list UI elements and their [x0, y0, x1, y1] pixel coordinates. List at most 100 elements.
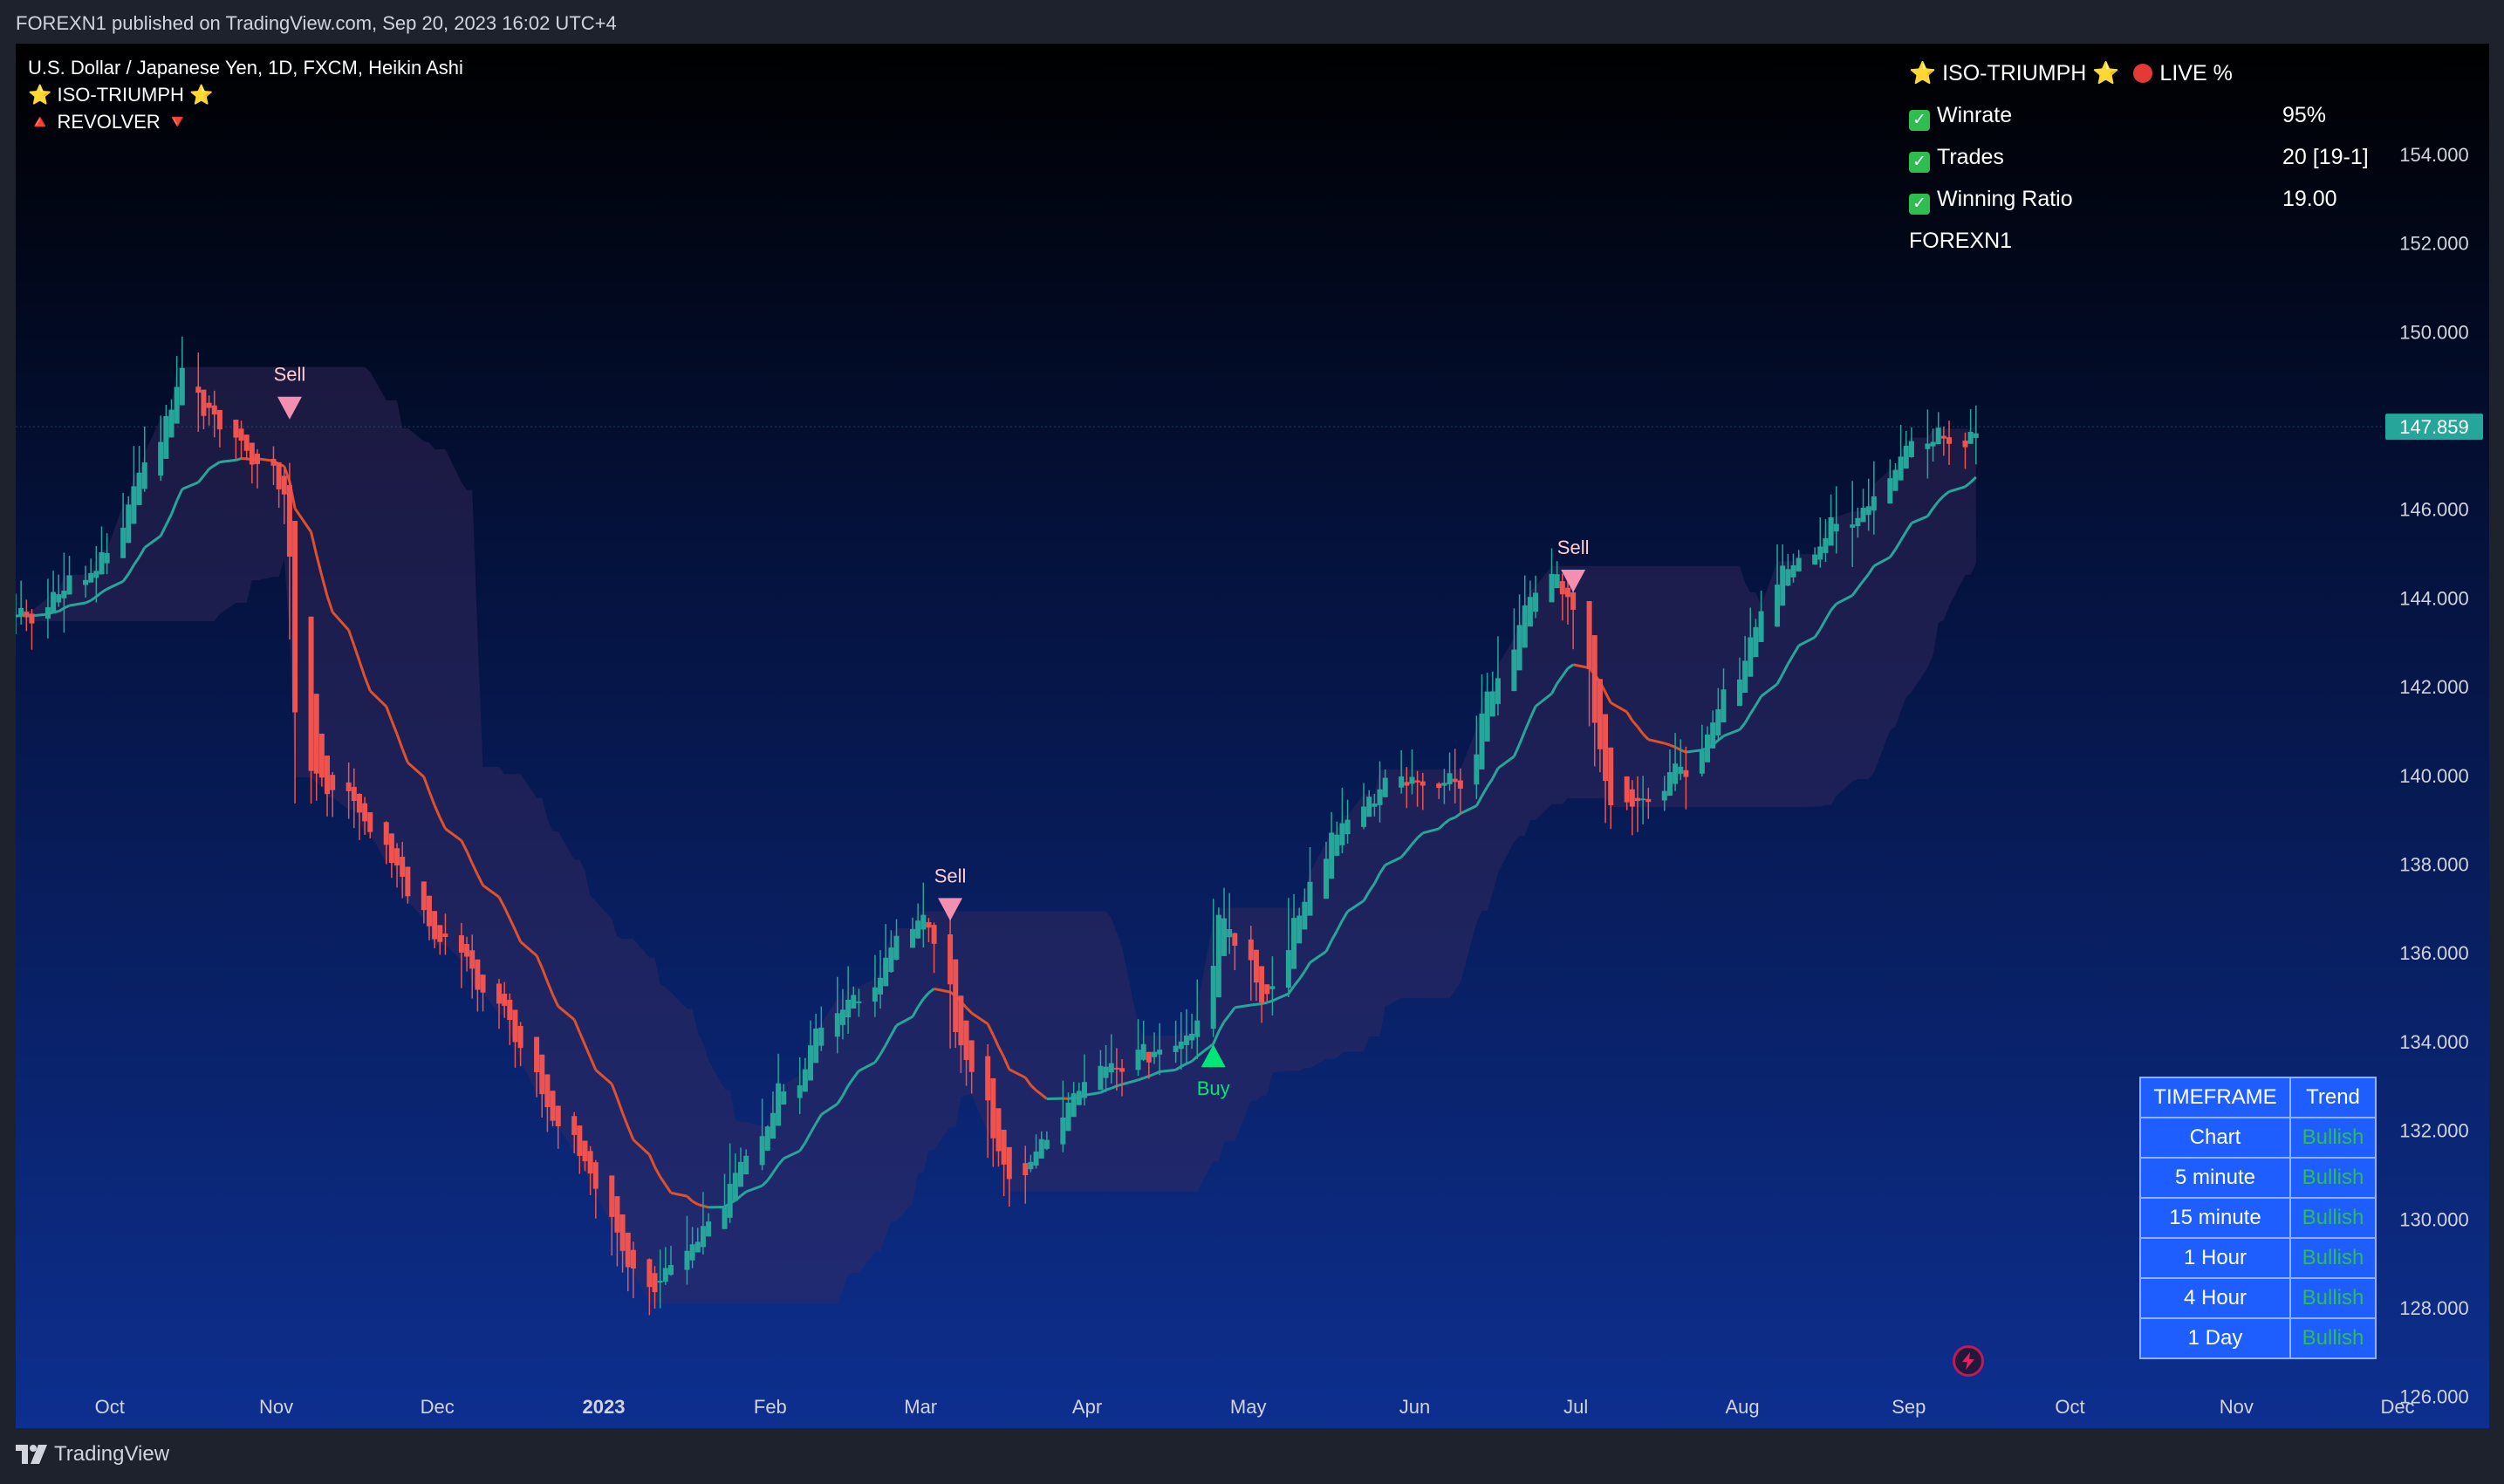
candle-body	[1113, 1067, 1119, 1070]
candle-body	[534, 1036, 540, 1073]
ema-segment	[1292, 978, 1301, 988]
ema-segment	[133, 556, 140, 566]
ema-segment	[1481, 786, 1488, 797]
candle-body	[667, 1264, 674, 1275]
candle-body	[1608, 747, 1614, 805]
ema-segment	[503, 906, 511, 920]
candle-body	[652, 1273, 658, 1293]
tradingview-logo[interactable]: TradingView	[16, 1442, 169, 1467]
ema-segment	[438, 817, 447, 830]
flash-icon[interactable]	[1953, 1345, 1984, 1377]
candle-body	[1404, 782, 1410, 786]
ema-segment	[1287, 985, 1296, 995]
candle-body	[619, 1214, 626, 1251]
candle-body	[432, 911, 438, 940]
ema-segment	[197, 475, 205, 483]
sell-label: Sell	[934, 865, 967, 886]
ema-segment	[1513, 743, 1521, 757]
ema-segment	[626, 1125, 635, 1141]
candle-body	[512, 1009, 518, 1043]
candle-body	[1081, 1082, 1087, 1098]
candle-body	[1946, 437, 1953, 444]
chart-legend: U.S. Dollar / Japanese Yen, 1D, FXCM, He…	[28, 54, 463, 135]
sell-label: Sell	[274, 364, 306, 386]
ema-segment	[702, 1204, 709, 1209]
ema-segment	[761, 1179, 769, 1187]
y-tick-label: 140.000	[2399, 765, 2469, 787]
candle-body	[1183, 1035, 1189, 1046]
ema-segment	[202, 468, 210, 477]
candle-body	[1108, 1063, 1114, 1073]
candle-body	[577, 1125, 583, 1156]
ema-segment	[771, 1164, 780, 1174]
candle-body	[1753, 626, 1759, 658]
candle-body	[1119, 1068, 1125, 1072]
ema-segment	[572, 1019, 581, 1033]
ema-segment	[1523, 717, 1532, 732]
candle-body	[995, 1108, 1002, 1152]
candle-body	[1372, 803, 1378, 807]
ema-segment	[1411, 837, 1419, 845]
ema-segment	[1261, 1001, 1268, 1006]
ema-segment	[745, 1184, 763, 1193]
candle-body	[1103, 1066, 1109, 1078]
footer-bar: TradingView	[0, 1428, 2504, 1484]
candle-body	[1597, 679, 1603, 749]
sell-arrow-icon	[277, 396, 302, 420]
ema-segment	[916, 998, 925, 1009]
ema-segment	[1636, 726, 1645, 735]
checkmark-icon: ✓	[1909, 194, 1930, 215]
x-tick-label: Feb	[754, 1396, 787, 1418]
ema-segment	[1143, 1075, 1150, 1080]
stats-winrate-row: ✓ Winrate	[1909, 103, 2012, 131]
candle-body	[1850, 524, 1856, 528]
ema-segment	[90, 595, 98, 602]
candle-body	[56, 594, 62, 603]
trend-timeframe: 4 Hour	[2139, 1277, 2291, 1319]
trend-value: Bullish	[2289, 1157, 2377, 1199]
candle-body	[1489, 691, 1495, 717]
trend-timeframe: Chart	[2139, 1117, 2291, 1159]
checkmark-icon: ✓	[1909, 152, 1930, 173]
stats-trades-value: 20 [19-1]	[2282, 145, 2369, 169]
candle-body	[990, 1077, 996, 1139]
candle-body	[211, 405, 217, 415]
candle-body	[963, 1020, 969, 1061]
candle-body	[1189, 1033, 1195, 1041]
candle-body	[66, 575, 72, 595]
ema-segment	[653, 1166, 661, 1178]
ema-segment	[1567, 663, 1574, 670]
candle-body	[51, 592, 57, 613]
ema-segment	[1792, 645, 1800, 656]
ema-segment	[208, 464, 216, 470]
signal-layer: Sell Sell Buy Sell	[274, 364, 1590, 1099]
ema-segment	[535, 954, 544, 968]
candle-body	[1559, 581, 1565, 595]
indicator-revolver[interactable]: 🔺 REVOLVER 🔻	[28, 111, 190, 133]
ema-segment	[1138, 1077, 1145, 1082]
candle-body	[920, 914, 927, 930]
candle-body	[517, 1025, 523, 1049]
candle-body	[909, 928, 915, 948]
candle-body	[1420, 781, 1426, 786]
candle-body	[351, 786, 357, 802]
candle-body	[1634, 797, 1640, 802]
candle-body	[1457, 780, 1463, 790]
sell-arrow-icon	[938, 898, 963, 921]
candle-body	[1511, 649, 1517, 692]
candle-body	[1339, 823, 1345, 845]
ema-segment	[1550, 682, 1558, 694]
candle-body	[1624, 776, 1630, 803]
ema-segment	[670, 1191, 688, 1198]
candle-body	[722, 1207, 728, 1229]
candle-body	[647, 1259, 653, 1288]
indicator-iso-triumph[interactable]: ⭐ ISO-TRIUMPH ⭐	[28, 84, 214, 106]
ema-segment	[1787, 653, 1795, 665]
trend-timeframe: 1 Hour	[2139, 1237, 2291, 1279]
stats-live: LIVE %	[2159, 61, 2233, 85]
x-tick-label: Jun	[1399, 1396, 1430, 1418]
ema-segment	[997, 1046, 1005, 1058]
checkmark-icon: ✓	[1909, 110, 1930, 131]
